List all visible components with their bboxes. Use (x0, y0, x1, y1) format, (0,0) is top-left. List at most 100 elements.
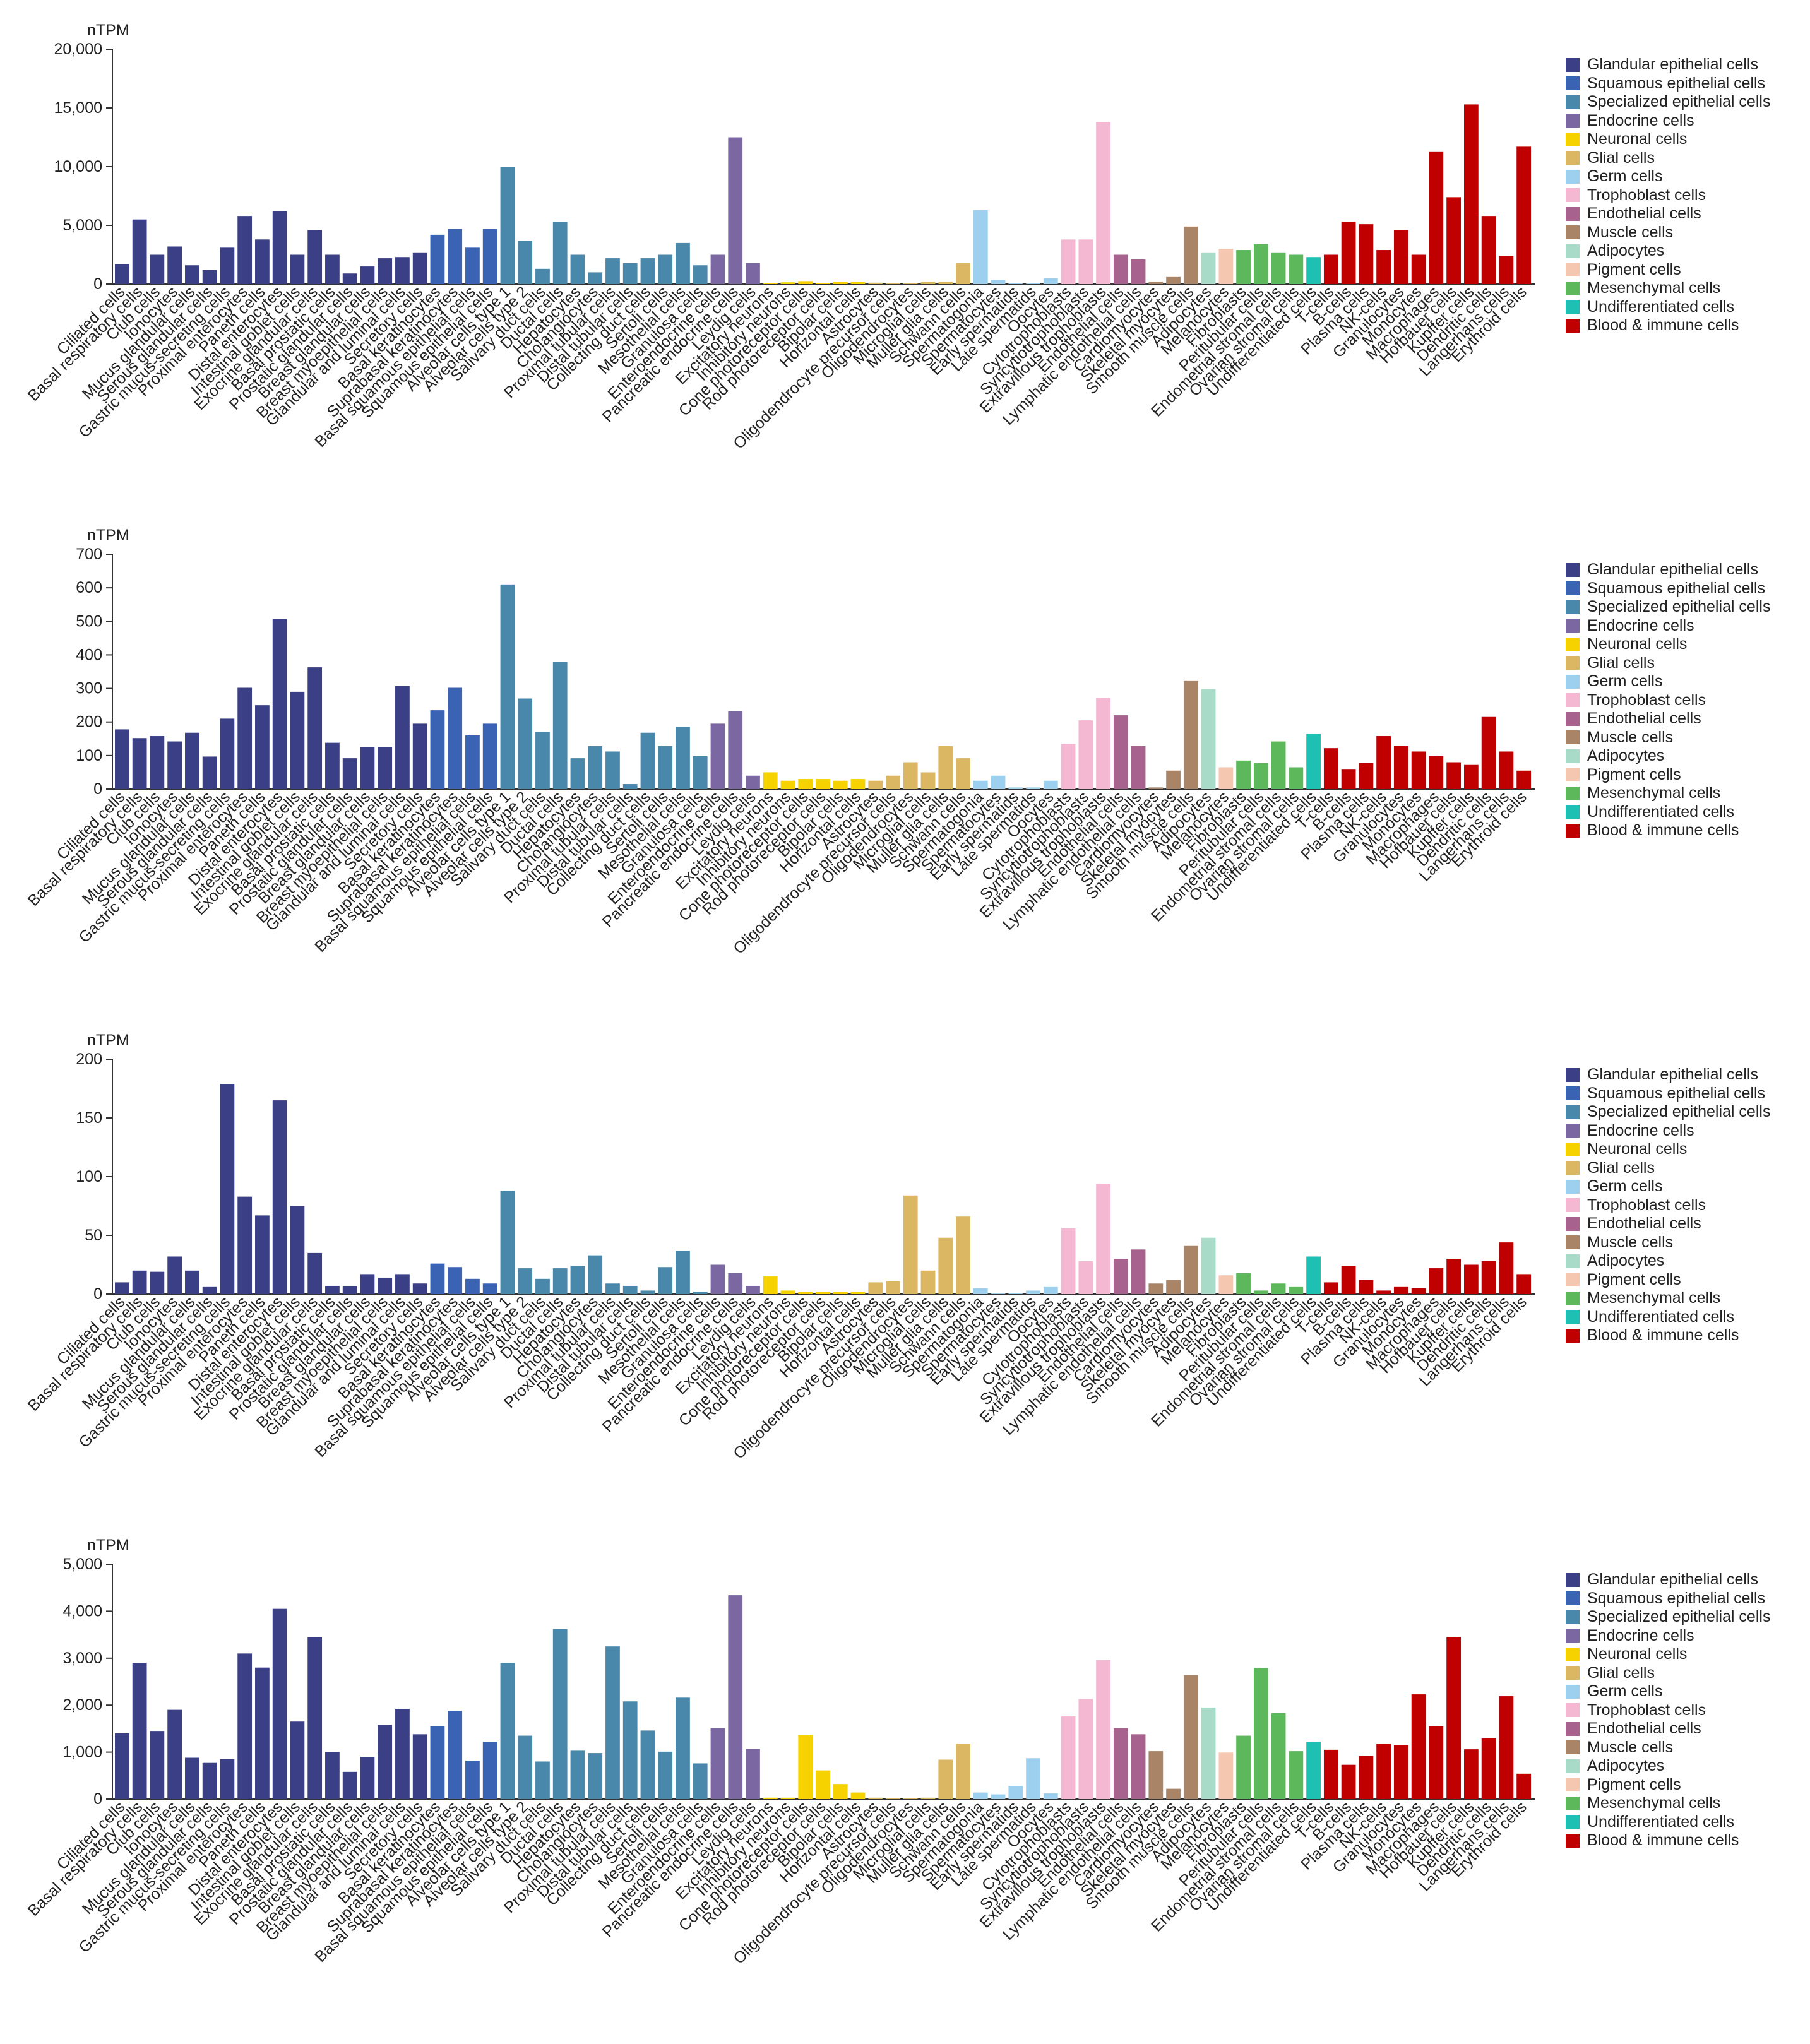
bar[interactable]: Basal squamous epithelial cells: 13 (465, 1278, 480, 1294)
bar[interactable]: Alveolar cells type 2: 1350 (518, 1735, 533, 1799)
bar[interactable]: Cardiomyocytes: 200 (1148, 282, 1164, 284)
bar[interactable]: Mucus glandular cells: 1600 (185, 265, 199, 284)
bar[interactable]: Mesothelial cells: 185 (676, 727, 690, 789)
bar[interactable]: Proximal enterocytes: 302 (237, 687, 253, 789)
bar[interactable]: Basal keratinocytes: 1550 (430, 1726, 445, 1799)
bar[interactable]: Erythroid cells: 540 (1516, 1773, 1532, 1799)
bar[interactable]: Spermatogonia: 6300 (973, 210, 988, 284)
bar[interactable]: Basal keratinocytes: 235 (430, 710, 445, 789)
bar[interactable]: Club cells: 1450 (150, 1731, 165, 1799)
bar[interactable]: Dendritic cells: 28 (1481, 1261, 1496, 1294)
bar[interactable]: Lymphatic endothelial cells: 128 (1131, 746, 1146, 789)
bar[interactable]: Ciliated cells: 178 (115, 729, 129, 789)
bar[interactable]: Kupffer cells: 1060 (1463, 1749, 1479, 1799)
bar[interactable]: Extravillous trophoblasts: 94 (1096, 1184, 1110, 1294)
bar[interactable]: Monocytes: 2500 (1411, 254, 1426, 285)
bar[interactable]: Collecting duct cells: 1460 (640, 1730, 655, 1799)
bar[interactable]: Oligodendrocyte precursor cells: 11 (886, 1281, 900, 1294)
bar[interactable]: Serous glandular cells: 1200 (202, 270, 217, 284)
bar[interactable]: Granulocytes: 128 (1393, 746, 1408, 789)
bar[interactable]: Bipolar cells: 320 (833, 1784, 848, 1799)
bar[interactable]: Prostatic glandular cells: 92 (342, 758, 357, 789)
legend-item[interactable]: Neuronal cells (1566, 1140, 1770, 1159)
bar[interactable]: Basal respiratory cells: 20 (132, 1270, 147, 1294)
bar[interactable]: Ovarian stromal cells: 65 (1289, 767, 1304, 789)
bar[interactable]: Hofbauer cells: 7400 (1446, 197, 1461, 284)
bar[interactable]: Oligodendrocytes: 80 (903, 283, 918, 285)
bar[interactable]: T-cells: 2500 (1323, 254, 1338, 285)
bar[interactable]: Breast glandular cells: 125 (360, 747, 375, 789)
bar[interactable]: Oligodendrocyte precursor cells: 80 (886, 283, 900, 285)
bar[interactable]: Spermatogonia: 5 (973, 1288, 988, 1294)
legend-item[interactable]: Neuronal cells (1566, 1645, 1770, 1664)
legend-item[interactable]: Muscle cells (1566, 223, 1770, 242)
bar[interactable]: Inhibitory neurons: 3 (780, 1290, 795, 1294)
bar[interactable]: Cardiomyocytes: 9 (1148, 1283, 1164, 1294)
bar[interactable]: Syncytiotrophoblasts: 28 (1078, 1261, 1093, 1294)
bar[interactable]: Dendritic cells: 5800 (1481, 216, 1496, 284)
bar[interactable]: Leydig cells: 7 (746, 1285, 760, 1294)
legend-item[interactable]: Endothelial cells (1566, 710, 1770, 728)
legend-item[interactable]: Germ cells (1566, 167, 1770, 186)
bar[interactable]: Adipocytes: 2700 (1201, 252, 1216, 284)
bar[interactable]: Granulosa cells: 98 (693, 756, 708, 789)
bar[interactable]: Astrocytes: 25 (868, 780, 883, 789)
bar[interactable]: Bipolar cells: 25 (833, 780, 848, 789)
bar[interactable]: Fibroblasts: 18 (1236, 1273, 1251, 1294)
bar[interactable]: Breast glandular cells: 1500 (360, 266, 375, 284)
legend-item[interactable]: Mesenchymal cells (1566, 784, 1770, 803)
legend-item[interactable]: Undifferentiated cells (1566, 1813, 1770, 1832)
bar[interactable]: Club cells: 158 (150, 736, 165, 789)
bar[interactable]: Horizontal cells: 140 (850, 1792, 866, 1799)
bar[interactable]: Syncytiotrophoblasts: 205 (1078, 720, 1093, 789)
bar[interactable]: Granulocytes: 1150 (1393, 1745, 1408, 1799)
bar[interactable]: Leydig cells: 40 (746, 775, 760, 789)
bar[interactable]: Peritubular cells: 78 (1253, 763, 1268, 789)
bar[interactable]: Breast myoepithelial cells: 2200 (378, 258, 393, 284)
legend-item[interactable]: Muscle cells (1566, 1738, 1770, 1757)
bar[interactable]: Inhibitory neurons: 150 (780, 282, 795, 284)
bar[interactable]: Cytotrophoblasts: 56 (1061, 1228, 1076, 1294)
bar[interactable]: Enteroendocrine cells: 2500 (710, 254, 725, 285)
bar[interactable]: Lymphatic endothelial cells: 1380 (1131, 1734, 1146, 1799)
bar[interactable]: Breast glandular cells: 900 (360, 1757, 375, 1799)
bar[interactable]: Plasma cells: 12 (1359, 1280, 1374, 1294)
legend-item[interactable]: Glandular epithelial cells (1566, 1571, 1770, 1589)
bar[interactable]: Endometrial stromal cells: 142 (1271, 741, 1286, 789)
legend-item[interactable]: Glandular epithelial cells (1566, 1066, 1770, 1084)
bar[interactable]: Astrocytes: 10 (868, 1282, 883, 1294)
bar[interactable]: Distal enterocytes: 4050 (272, 1608, 287, 1799)
legend-item[interactable]: Trophoblast cells (1566, 691, 1770, 710)
bar[interactable]: Rod photoreceptor cells: 610 (816, 1770, 830, 1799)
bar[interactable]: Macrophages: 22 (1429, 1268, 1444, 1294)
legend-item[interactable]: Undifferentiated cells (1566, 1308, 1770, 1327)
bar[interactable]: B-cells: 58 (1341, 769, 1356, 789)
bar[interactable]: Mesothelial cells: 2160 (676, 1697, 690, 1799)
bar[interactable]: Distal tubular cells: 1800 (622, 263, 638, 284)
bar[interactable]: T-cells: 10 (1323, 1282, 1338, 1294)
bar[interactable]: Langerhans cells: 44 (1499, 1242, 1514, 1294)
bar[interactable]: Basal respiratory cells: 5500 (132, 219, 147, 284)
bar[interactable]: Exocrine glandular cells: 3450 (307, 1637, 323, 1799)
bar[interactable]: Spermatocytes: 350 (991, 280, 1006, 284)
bar[interactable]: Alveolar cells type 2: 22 (518, 1268, 533, 1294)
bar[interactable]: Muller glia cells: 200 (938, 282, 953, 284)
bar[interactable]: Cardiomyocytes: 5 (1148, 787, 1164, 789)
legend-item[interactable]: Squamous epithelial cells (1566, 579, 1770, 598)
bar[interactable]: Smooth muscle cells: 4900 (1183, 226, 1198, 284)
bar[interactable]: Fibroblasts: 2900 (1236, 250, 1251, 284)
legend-item[interactable]: Glandular epithelial cells (1566, 56, 1770, 74)
bar[interactable]: Mucus glandular cells: 168 (185, 732, 199, 789)
bar[interactable]: Basal prostatic cells: 138 (325, 742, 340, 789)
bar[interactable]: Salivary duct cells: 1300 (535, 268, 550, 284)
bar[interactable]: Collecting duct cells: 168 (640, 732, 655, 789)
legend-item[interactable]: Glial cells (1566, 654, 1770, 673)
bar[interactable]: Proximal enterocytes: 5800 (237, 216, 253, 284)
bar[interactable]: Langerhans cells: 112 (1499, 751, 1514, 789)
bar[interactable]: Oocytes: 6 (1043, 1286, 1058, 1294)
bar[interactable]: Lymphatic endothelial cells: 2100 (1131, 259, 1146, 284)
legend-item[interactable]: Glandular epithelial cells (1566, 561, 1770, 579)
bar[interactable]: Endometrial stromal cells: 1830 (1271, 1713, 1286, 1799)
bar[interactable]: Gastric mucus-secreting cells: 210 (220, 718, 235, 789)
bar[interactable]: Excitatory neurons: 15 (763, 1276, 778, 1294)
